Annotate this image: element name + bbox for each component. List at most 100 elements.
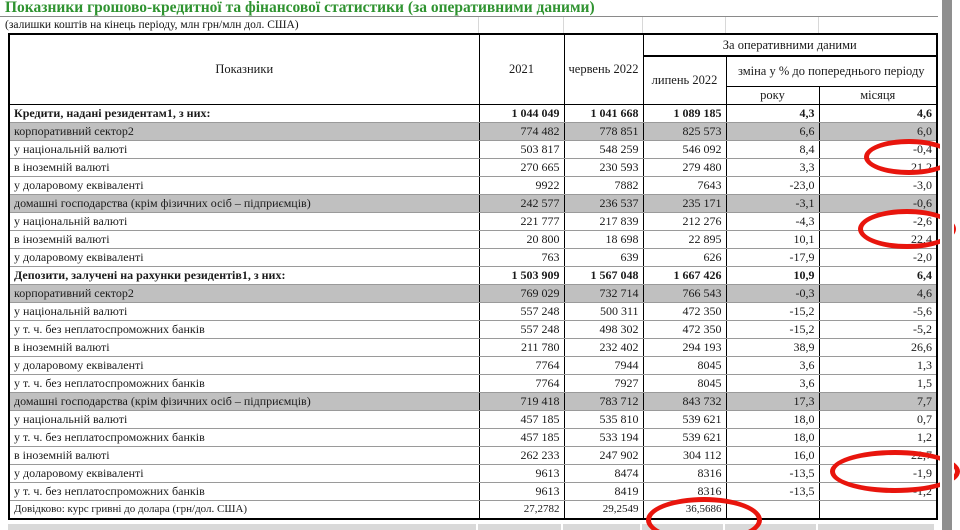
value-change-month: 22,7 bbox=[818, 445, 938, 465]
value-jun: 8474 bbox=[563, 463, 644, 483]
indicator-label: домашні господарства (крім фізичних осіб… bbox=[8, 391, 480, 411]
value-change-year: -15,2 bbox=[725, 319, 820, 339]
value-jun: 217 839 bbox=[563, 211, 644, 231]
value-2021: 211 780 bbox=[478, 337, 565, 357]
value-2021: 763 bbox=[478, 247, 565, 267]
value-jul: 539 621 bbox=[642, 409, 727, 429]
table-row: корпоративний сектор2 769 029 732 714 76… bbox=[8, 283, 938, 303]
indicator-label: корпоративний сектор2 bbox=[8, 121, 480, 141]
value-jul: 235 171 bbox=[642, 193, 727, 213]
indicator-label: у доларовому еквіваленті bbox=[8, 463, 480, 483]
indicator-label: корпоративний сектор2 bbox=[8, 283, 480, 303]
table-row: в іноземній валюті 270 665 230 593 279 4… bbox=[8, 157, 938, 177]
value-jun: 548 259 bbox=[563, 139, 644, 159]
value-change-year: 3,6 bbox=[725, 355, 820, 375]
table-row: домашні господарства (крім фізичних осіб… bbox=[8, 391, 938, 411]
indicator-label: в іноземній валюті bbox=[8, 337, 480, 357]
statistics-table: Показники 2021 червень 2022 За оперативн… bbox=[8, 33, 938, 520]
value-jul: 294 193 bbox=[642, 337, 727, 357]
value-jun: 7927 bbox=[563, 373, 644, 393]
value-change-month: 1,5 bbox=[818, 373, 938, 393]
value-jul: 1 089 185 bbox=[642, 103, 727, 123]
indicator-label: Кредити, надані резидентам1, з них: bbox=[8, 103, 480, 123]
value-change-year: 8,4 bbox=[725, 139, 820, 159]
value-change-month: -1,2 bbox=[818, 481, 938, 501]
value-2021: 242 577 bbox=[478, 193, 565, 213]
value-change-year: -0,3 bbox=[725, 283, 820, 303]
value-jun: 1 041 668 bbox=[563, 103, 644, 123]
value-change-year: 6,6 bbox=[725, 121, 820, 141]
indicator-label: у доларовому еквіваленті bbox=[8, 355, 480, 375]
value-jul: 546 092 bbox=[642, 139, 727, 159]
value-2021: 9613 bbox=[478, 463, 565, 483]
value-2021: 1 044 049 bbox=[478, 103, 565, 123]
value-change-year: 3,6 bbox=[725, 373, 820, 393]
value-change-month: 1,2 bbox=[818, 427, 938, 447]
value-change-month: -5,2 bbox=[818, 319, 938, 339]
value-change-year: 38,9 bbox=[725, 337, 820, 357]
value-change-month: 6,4 bbox=[818, 265, 938, 285]
value-jul: 8316 bbox=[642, 463, 727, 483]
scrollbar-thumb[interactable] bbox=[942, 0, 952, 530]
value-change-month: 4,6 bbox=[818, 103, 938, 123]
value-jun: 18 698 bbox=[563, 229, 644, 249]
value-change-year: -4,3 bbox=[725, 211, 820, 231]
value-jul: 539 621 bbox=[642, 427, 727, 447]
indicator-label: у доларовому еквіваленті bbox=[8, 175, 480, 195]
value-change-year: -23,0 bbox=[725, 175, 820, 195]
value-jul: 825 573 bbox=[642, 121, 727, 141]
table-row: у т. ч. без неплатоспроможних банків 961… bbox=[8, 481, 938, 501]
indicator-label: в іноземній валюті bbox=[8, 445, 480, 465]
grid-line bbox=[818, 17, 819, 33]
value-2021: 20 800 bbox=[478, 229, 565, 249]
value-change-month: 7,7 bbox=[818, 391, 938, 411]
table-row: у т. ч. без неплатоспроможних банків 557… bbox=[8, 319, 938, 339]
value-jul: 22 895 bbox=[642, 229, 727, 249]
value-change-year: -13,5 bbox=[725, 463, 820, 483]
grid-line bbox=[478, 17, 479, 33]
value-change-month: 21,2 bbox=[818, 157, 938, 177]
indicator-label: у т. ч. без неплатоспроможних банків bbox=[8, 319, 480, 339]
indicator-label: домашні господарства (крім фізичних осіб… bbox=[8, 193, 480, 213]
value-jun: 7882 bbox=[563, 175, 644, 195]
value-change-year: 10,1 bbox=[725, 229, 820, 249]
value-2021: 221 777 bbox=[478, 211, 565, 231]
value-jun: 498 302 bbox=[563, 319, 644, 339]
value-jun: 783 712 bbox=[563, 391, 644, 411]
value-jul: 472 350 bbox=[642, 301, 727, 321]
value-change-month: -2,6 bbox=[818, 211, 938, 231]
value-change-month: 22,4 bbox=[818, 229, 938, 249]
table-row: у доларовому еквіваленті 9922 7882 7643 … bbox=[8, 175, 938, 195]
value-2021: 1 503 909 bbox=[478, 265, 565, 285]
grid-line bbox=[563, 17, 564, 33]
value-jul: 626 bbox=[642, 247, 727, 267]
value-jul: 1 667 426 bbox=[642, 265, 727, 285]
value-change-year: 16,0 bbox=[725, 445, 820, 465]
value-jul: 7643 bbox=[642, 175, 727, 195]
value-jun: 500 311 bbox=[563, 301, 644, 321]
table-row: корпоративний сектор2 774 482 778 851 82… bbox=[8, 121, 938, 141]
indicator-label: у національній валюті bbox=[8, 211, 480, 231]
header-change-pct: зміна у % до попереднього періоду bbox=[725, 55, 938, 87]
grid-line bbox=[642, 17, 643, 33]
value-jun: 732 714 bbox=[563, 283, 644, 303]
indicator-label: у доларовому еквіваленті bbox=[8, 247, 480, 267]
value-change-year: 17,3 bbox=[725, 391, 820, 411]
value-change-year: -17,9 bbox=[725, 247, 820, 267]
value-jun: 7944 bbox=[563, 355, 644, 375]
value-jul: 279 480 bbox=[642, 157, 727, 177]
header-jul-2022: липень 2022 bbox=[642, 55, 727, 105]
indicator-label: в іноземній валюті bbox=[8, 229, 480, 249]
value-2021: 7764 bbox=[478, 355, 565, 375]
table-row: у національній валюті 503 817 548 259 54… bbox=[8, 139, 938, 159]
table-row: у національній валюті 557 248 500 311 47… bbox=[8, 301, 938, 321]
indicator-label: у т. ч. без неплатоспроможних банків bbox=[8, 373, 480, 393]
value-change-month: -0,6 bbox=[818, 193, 938, 213]
table-row: у доларовому еквіваленті 7764 7944 8045 … bbox=[8, 355, 938, 375]
table-row: в іноземній валюті 20 800 18 698 22 895 … bbox=[8, 229, 938, 249]
value-change-month: 1,3 bbox=[818, 355, 938, 375]
value-2021: 557 248 bbox=[478, 301, 565, 321]
value-jun: 236 537 bbox=[563, 193, 644, 213]
value-jun: 533 194 bbox=[563, 427, 644, 447]
